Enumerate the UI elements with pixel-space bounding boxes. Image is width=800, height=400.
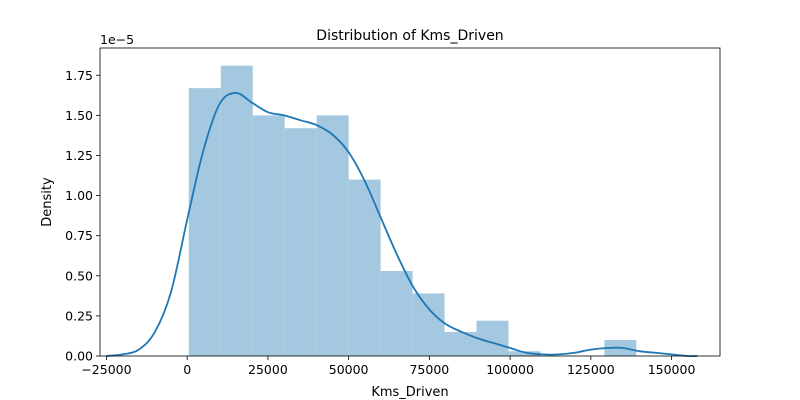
y-offset-text: 1e−5 [100, 32, 134, 47]
histogram-bar [284, 128, 317, 356]
y-tick-label: 1.50 [65, 108, 93, 123]
chart-title: Distribution of Kms_Driven [316, 28, 503, 44]
histogram-bar [380, 270, 413, 356]
histogram-bar [412, 293, 445, 356]
x-tick-label: 0 [183, 362, 191, 377]
y-ticks: 0.00 0.25 0.50 0.75 1.00 1.25 1.50 1.75 [65, 68, 100, 364]
x-tick-label: 100000 [486, 362, 534, 377]
y-tick-label: 0.75 [65, 228, 93, 243]
histogram-bar [508, 351, 541, 356]
histogram-bar [252, 115, 285, 356]
x-tick-label: −25000 [81, 362, 131, 377]
y-tick-label: 1.75 [65, 68, 93, 83]
x-tick-label: 75000 [409, 362, 449, 377]
x-tick-label: 50000 [329, 362, 369, 377]
histogram-bar [188, 88, 221, 357]
x-tick-label: 25000 [248, 362, 288, 377]
bars-layer [188, 65, 637, 357]
kde-layer [106, 92, 698, 358]
histogram-bar [316, 115, 349, 356]
x-axis-label: Kms_Driven [371, 385, 448, 400]
x-ticks: −25000 0 25000 50000 75000 100000 125000 150000 [81, 356, 695, 377]
y-axis-label: Density [40, 177, 55, 227]
y-tick-label: 1.00 [65, 188, 93, 203]
y-tick-label: 1.25 [65, 148, 93, 163]
histogram-bar [476, 320, 509, 356]
y-tick-label: 0.50 [65, 268, 93, 283]
y-tick-label: 0.00 [65, 349, 93, 364]
y-tick-label: 0.25 [65, 308, 93, 323]
x-tick-label: 125000 [567, 362, 615, 377]
histogram-bar [348, 179, 381, 356]
x-tick-label: 150000 [648, 362, 696, 377]
histogram-bar [220, 65, 253, 356]
plot-frame [99, 47, 721, 357]
kde-line [106, 92, 698, 358]
